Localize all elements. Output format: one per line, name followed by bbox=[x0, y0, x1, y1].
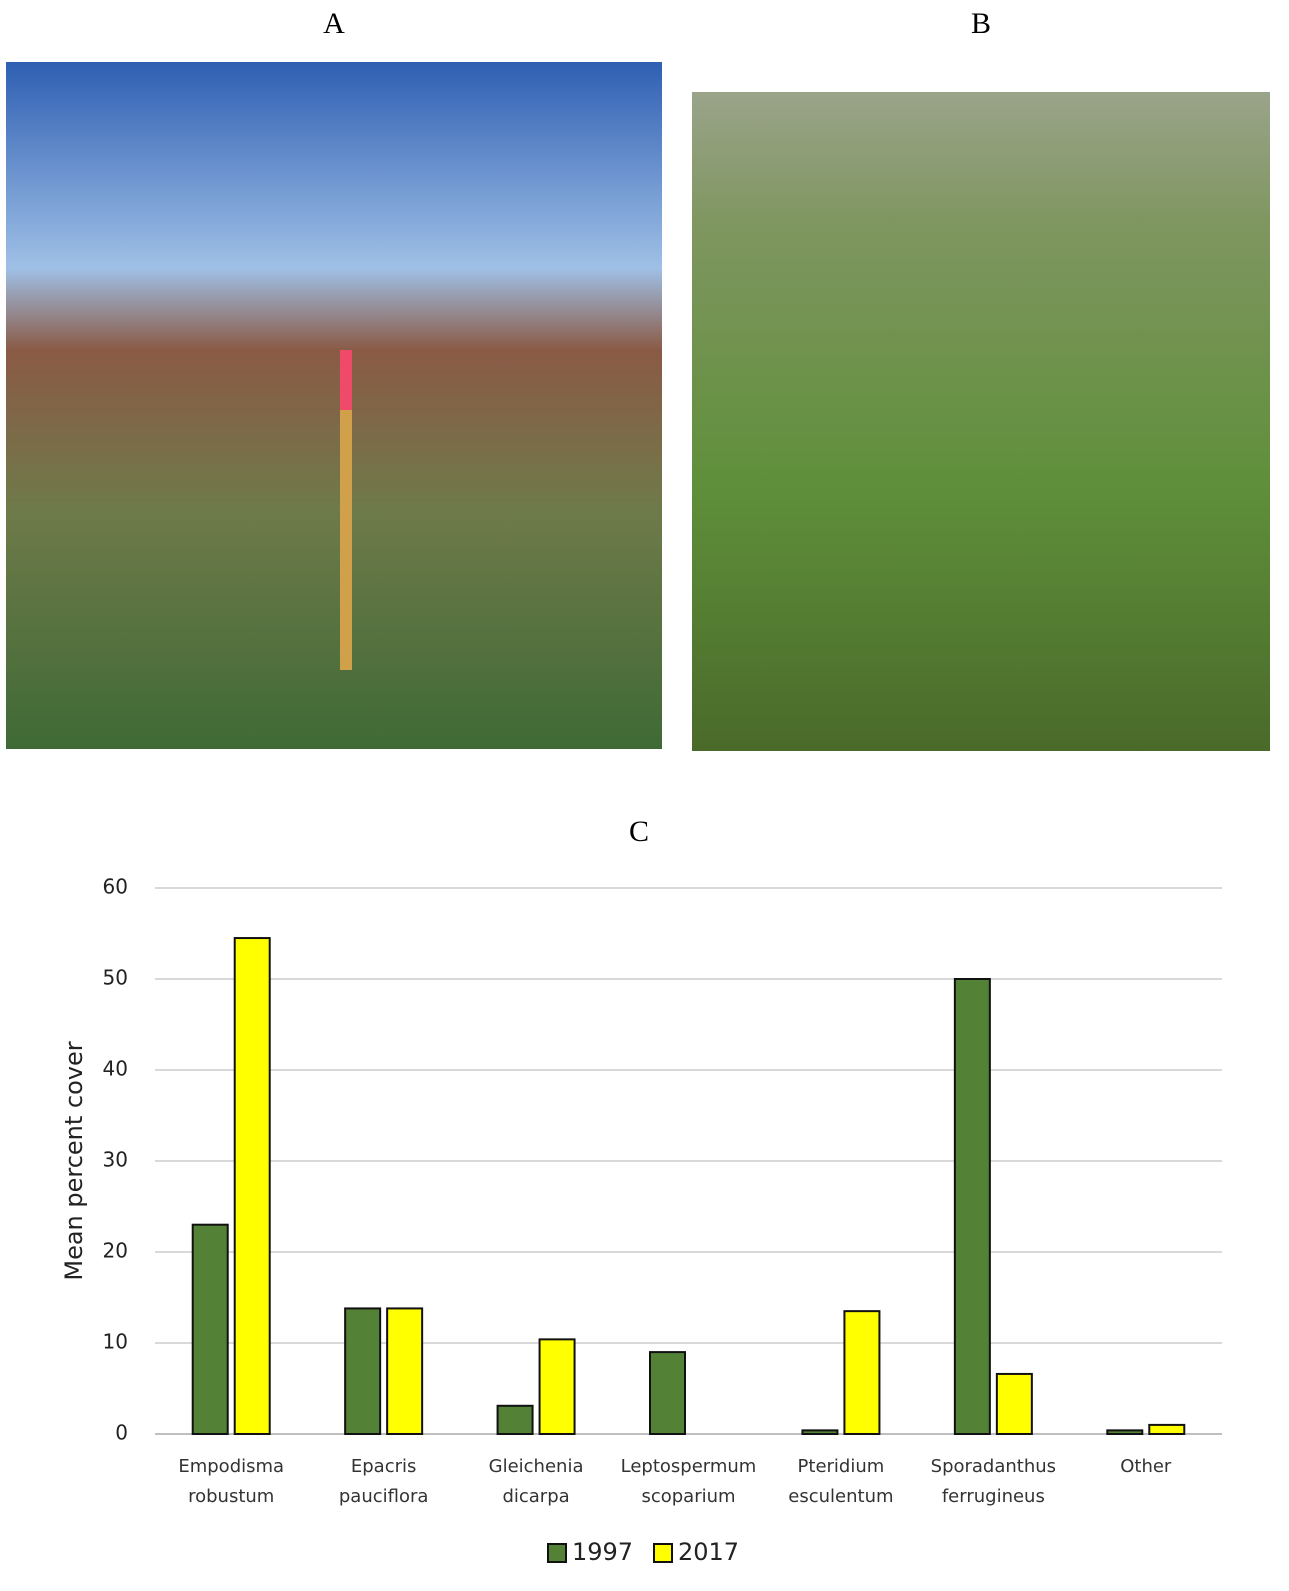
photo bbox=[692, 92, 1270, 751]
x-tick-label: robustum bbox=[188, 1486, 274, 1507]
x-tick-label: pauciflora bbox=[339, 1486, 429, 1507]
y-tick-label: 50 bbox=[103, 966, 128, 990]
photo-detail bbox=[340, 350, 352, 410]
x-tick-label: ferrugineus bbox=[942, 1486, 1045, 1507]
bar bbox=[1107, 1430, 1142, 1434]
chart-title: C bbox=[629, 815, 649, 848]
panel-label: B bbox=[971, 7, 991, 40]
y-axis-title: Mean percent cover bbox=[60, 1041, 88, 1280]
y-tick-label: 60 bbox=[103, 875, 128, 899]
x-tick-label: Epacris bbox=[351, 1456, 417, 1477]
bar bbox=[844, 1311, 879, 1434]
x-tick-label: esculentum bbox=[788, 1486, 893, 1507]
legend-swatch bbox=[654, 1544, 672, 1562]
y-tick-label: 40 bbox=[103, 1057, 128, 1081]
bar bbox=[498, 1406, 533, 1434]
x-tick-label: Other bbox=[1120, 1456, 1172, 1477]
x-tick-label: Empodisma bbox=[178, 1456, 284, 1477]
bar bbox=[193, 1225, 228, 1434]
photo bbox=[6, 62, 662, 749]
panel-label: A bbox=[323, 7, 345, 40]
legend-swatch bbox=[548, 1544, 566, 1562]
bar bbox=[235, 938, 270, 1434]
figure: A B C Mean percent cover 0 10 20 30 40 50 60 Em… bbox=[0, 0, 1289, 1591]
legend-label: 2017 bbox=[678, 1538, 739, 1566]
y-tick-label: 20 bbox=[103, 1239, 128, 1263]
bar bbox=[387, 1308, 422, 1434]
legend-label: 1997 bbox=[572, 1538, 633, 1566]
x-tick-label: scoparium bbox=[641, 1486, 735, 1507]
bar bbox=[955, 979, 990, 1434]
bar bbox=[802, 1430, 837, 1434]
x-tick-label: Pteridium bbox=[798, 1456, 885, 1477]
bar bbox=[540, 1339, 575, 1434]
bar bbox=[345, 1308, 380, 1434]
x-tick-label: Sporadanthus bbox=[931, 1456, 1056, 1477]
x-tick-label: Leptospermum bbox=[621, 1456, 757, 1477]
y-tick-label: 30 bbox=[103, 1148, 128, 1172]
y-tick-label: 0 bbox=[115, 1421, 128, 1445]
x-tick-label: Gleichenia bbox=[489, 1456, 584, 1477]
bar bbox=[1149, 1425, 1184, 1434]
x-tick-label: dicarpa bbox=[502, 1486, 569, 1507]
y-tick-label: 10 bbox=[103, 1330, 128, 1354]
bar bbox=[997, 1374, 1032, 1434]
bar bbox=[650, 1352, 685, 1434]
